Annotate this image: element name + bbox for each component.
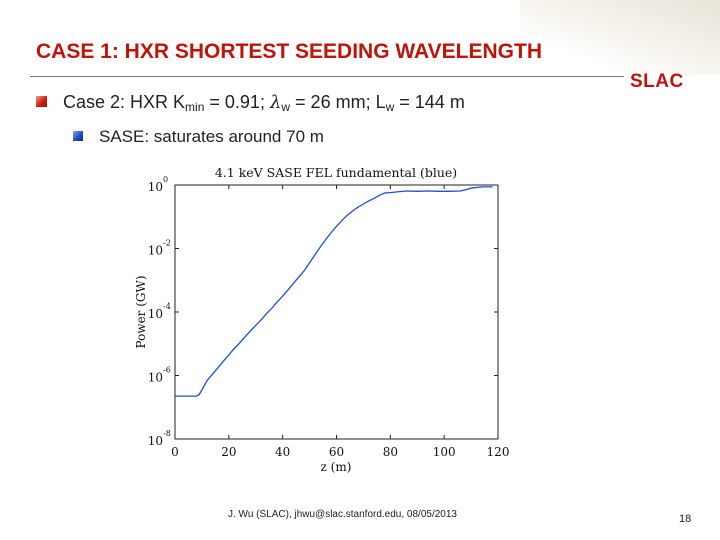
- series-line: [175, 186, 493, 397]
- y-tick-label-base: 10: [148, 371, 163, 385]
- y-tick-label-exponent: -6: [163, 366, 171, 375]
- case2-text-b: = 0.91;: [204, 92, 270, 112]
- plot-frame: [174, 184, 499, 440]
- slac-logo: SLAC: [630, 71, 684, 92]
- x-tick-label: 80: [383, 445, 398, 459]
- y-tick-label-exponent: 0: [163, 175, 168, 184]
- x-tick-label: 120: [487, 445, 510, 459]
- bullet-sase: SASE: saturates around 70 m: [99, 127, 324, 146]
- x-tick-label: 60: [329, 445, 344, 459]
- page-number: 18: [679, 513, 692, 525]
- y-tick-label-exponent: -8: [163, 429, 171, 438]
- x-axis-label: z (m): [321, 460, 352, 474]
- case2-sub-w1: w: [281, 100, 291, 114]
- case2-text-d: = 144 m: [394, 92, 465, 112]
- x-axis-ticks: 0 20 40 60 80 100 120: [171, 185, 509, 459]
- y-axis-label: Power (GW): [134, 275, 148, 348]
- x-tick-label: 40: [275, 445, 290, 459]
- title-underline: [30, 76, 624, 77]
- x-tick-label: 0: [171, 445, 179, 459]
- y-tick-label-base: 10: [148, 434, 163, 448]
- y-tick-label-base: 10: [148, 307, 163, 321]
- footer-credit: J. Wu (SLAC), jhwu@slac.stanford.edu, 08…: [228, 509, 457, 520]
- bullet-square-red: [36, 96, 47, 107]
- series-group: [175, 186, 493, 397]
- chart-title: 4.1 keV SASE FEL fundamental (blue): [215, 165, 457, 180]
- slide-title: CASE 1: HXR SHORTEST SEEDING WAVELENGTH: [36, 40, 542, 63]
- y-tick-label-exponent: -4: [163, 302, 171, 311]
- y-tick-label-exponent: -2: [163, 239, 171, 248]
- bullet-case2: Case 2: HXR Kmin = 0.91; λw = 26 mm; Lw …: [63, 92, 465, 114]
- case2-sub-min: min: [185, 100, 205, 114]
- case2-text-a: Case 2: HXR K: [63, 92, 186, 112]
- x-tick-label: 20: [221, 445, 236, 459]
- lambda-symbol: λ: [269, 92, 282, 113]
- case2-text-c: = 26 mm; L: [290, 92, 386, 112]
- corner-decoration: [520, 0, 720, 75]
- bullet-square-blue: [73, 131, 83, 141]
- y-tick-label-base: 10: [148, 244, 163, 258]
- case2-sub-w2: w: [385, 100, 395, 114]
- y-tick-label-base: 10: [148, 180, 163, 194]
- x-tick-label: 100: [433, 445, 456, 459]
